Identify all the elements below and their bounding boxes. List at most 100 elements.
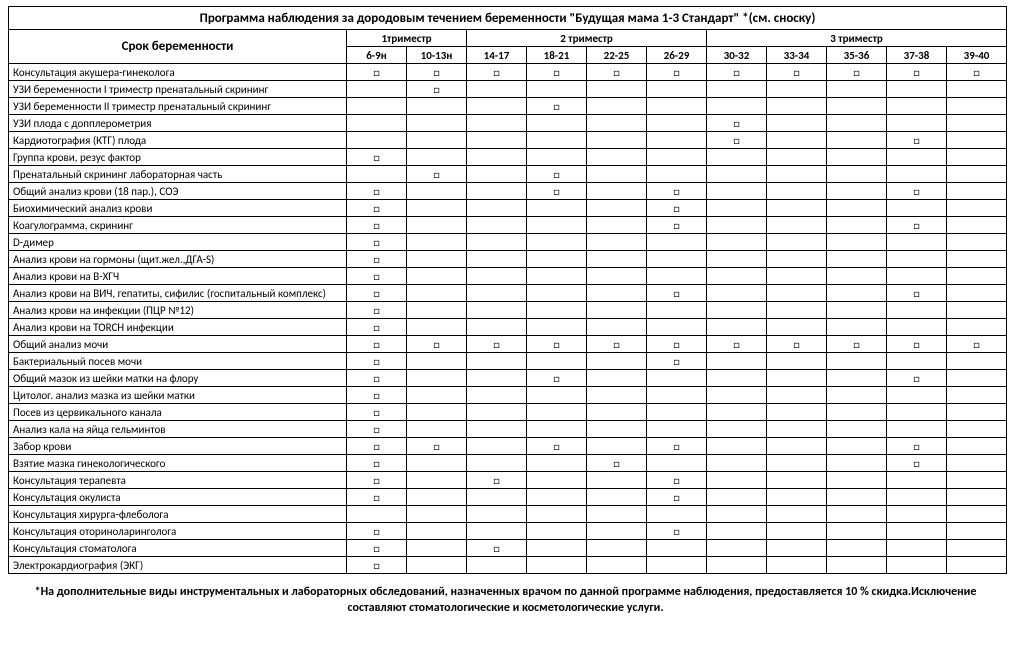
check-cell: [707, 251, 767, 268]
check-cell: [827, 455, 887, 472]
check-cell: [527, 234, 587, 251]
check-cell: [707, 268, 767, 285]
check-cell: [947, 81, 1007, 98]
check-cell: [827, 557, 887, 574]
check-cell: [647, 506, 707, 523]
check-cell: [707, 489, 767, 506]
check-cell: [587, 183, 647, 200]
check-cell: [587, 523, 647, 540]
check-cell: [887, 251, 947, 268]
check-cell: [827, 115, 887, 132]
check-cell: □: [527, 64, 587, 81]
table-row: Консультация терапевта□□□: [9, 472, 1007, 489]
check-cell: [587, 319, 647, 336]
check-cell: [947, 217, 1007, 234]
table-row: Электрокардиография (ЭКГ)□: [9, 557, 1007, 574]
check-cell: [767, 421, 827, 438]
check-cell: [347, 81, 407, 98]
check-cell: □: [347, 319, 407, 336]
check-cell: □: [347, 200, 407, 217]
check-cell: [887, 81, 947, 98]
check-cell: □: [947, 336, 1007, 353]
row-label: Биохимический анализ крови: [9, 200, 347, 217]
check-cell: [827, 132, 887, 149]
check-cell: □: [887, 370, 947, 387]
check-cell: [947, 98, 1007, 115]
check-cell: [767, 132, 827, 149]
check-cell: [827, 268, 887, 285]
check-cell: [527, 132, 587, 149]
row-label: Консультация акушера-гинеколога: [9, 64, 347, 81]
check-cell: [767, 285, 827, 302]
check-cell: □: [467, 472, 527, 489]
check-cell: [467, 404, 527, 421]
row-label: УЗИ беременности II триместр пренатальны…: [9, 98, 347, 115]
check-cell: [947, 132, 1007, 149]
check-cell: [827, 353, 887, 370]
check-cell: □: [827, 64, 887, 81]
check-cell: [647, 387, 707, 404]
check-cell: [467, 319, 527, 336]
table-row: Анализ крови на гормоны (щит.жел.,ДГА-S)…: [9, 251, 1007, 268]
check-cell: [707, 523, 767, 540]
row-label: Посев из цервикального канала: [9, 404, 347, 421]
check-cell: □: [527, 370, 587, 387]
check-cell: [707, 200, 767, 217]
check-cell: [527, 557, 587, 574]
check-cell: [467, 115, 527, 132]
row-label: Анализ крови на В-ХГЧ: [9, 268, 347, 285]
check-cell: □: [647, 353, 707, 370]
check-cell: □: [347, 404, 407, 421]
check-cell: □: [407, 336, 467, 353]
check-cell: [947, 438, 1007, 455]
check-cell: □: [347, 540, 407, 557]
check-cell: [827, 285, 887, 302]
check-cell: [347, 98, 407, 115]
check-cell: [527, 353, 587, 370]
check-cell: [707, 404, 767, 421]
check-cell: [827, 506, 887, 523]
check-cell: [887, 319, 947, 336]
check-cell: [947, 166, 1007, 183]
row-label: Общий мазок из шейки матки на флору: [9, 370, 347, 387]
week-header: 35-36: [827, 47, 887, 64]
row-label: Кардиотография (КТГ) плода: [9, 132, 347, 149]
check-cell: [947, 472, 1007, 489]
check-cell: [767, 302, 827, 319]
week-header: 39-40: [947, 47, 1007, 64]
check-cell: □: [647, 438, 707, 455]
check-cell: [947, 234, 1007, 251]
check-cell: [887, 200, 947, 217]
check-cell: [467, 183, 527, 200]
check-cell: [467, 234, 527, 251]
check-cell: [767, 370, 827, 387]
check-cell: [407, 285, 467, 302]
check-cell: [947, 489, 1007, 506]
check-cell: □: [347, 370, 407, 387]
check-cell: [587, 557, 647, 574]
table-row: Посев из цервикального канала□: [9, 404, 1007, 421]
check-cell: [587, 149, 647, 166]
check-cell: [467, 285, 527, 302]
week-header: 10-13н: [407, 47, 467, 64]
check-cell: [827, 438, 887, 455]
check-cell: [947, 285, 1007, 302]
check-cell: □: [947, 64, 1007, 81]
check-cell: □: [347, 149, 407, 166]
check-cell: [767, 387, 827, 404]
check-cell: □: [467, 540, 527, 557]
check-cell: [407, 557, 467, 574]
row-label: Консультация оториноларинголога: [9, 523, 347, 540]
check-cell: □: [587, 336, 647, 353]
check-cell: □: [887, 183, 947, 200]
check-cell: [767, 353, 827, 370]
table-row: Общий анализ мочи□□□□□□□□□□□: [9, 336, 1007, 353]
check-cell: [407, 472, 467, 489]
check-cell: [587, 438, 647, 455]
check-cell: [587, 217, 647, 234]
check-cell: [587, 285, 647, 302]
row-label: Общий анализ крови (18 пар.), СОЭ: [9, 183, 347, 200]
check-cell: □: [407, 64, 467, 81]
check-cell: [347, 166, 407, 183]
table-row: Анализ кала на яйца гельминтов□: [9, 421, 1007, 438]
